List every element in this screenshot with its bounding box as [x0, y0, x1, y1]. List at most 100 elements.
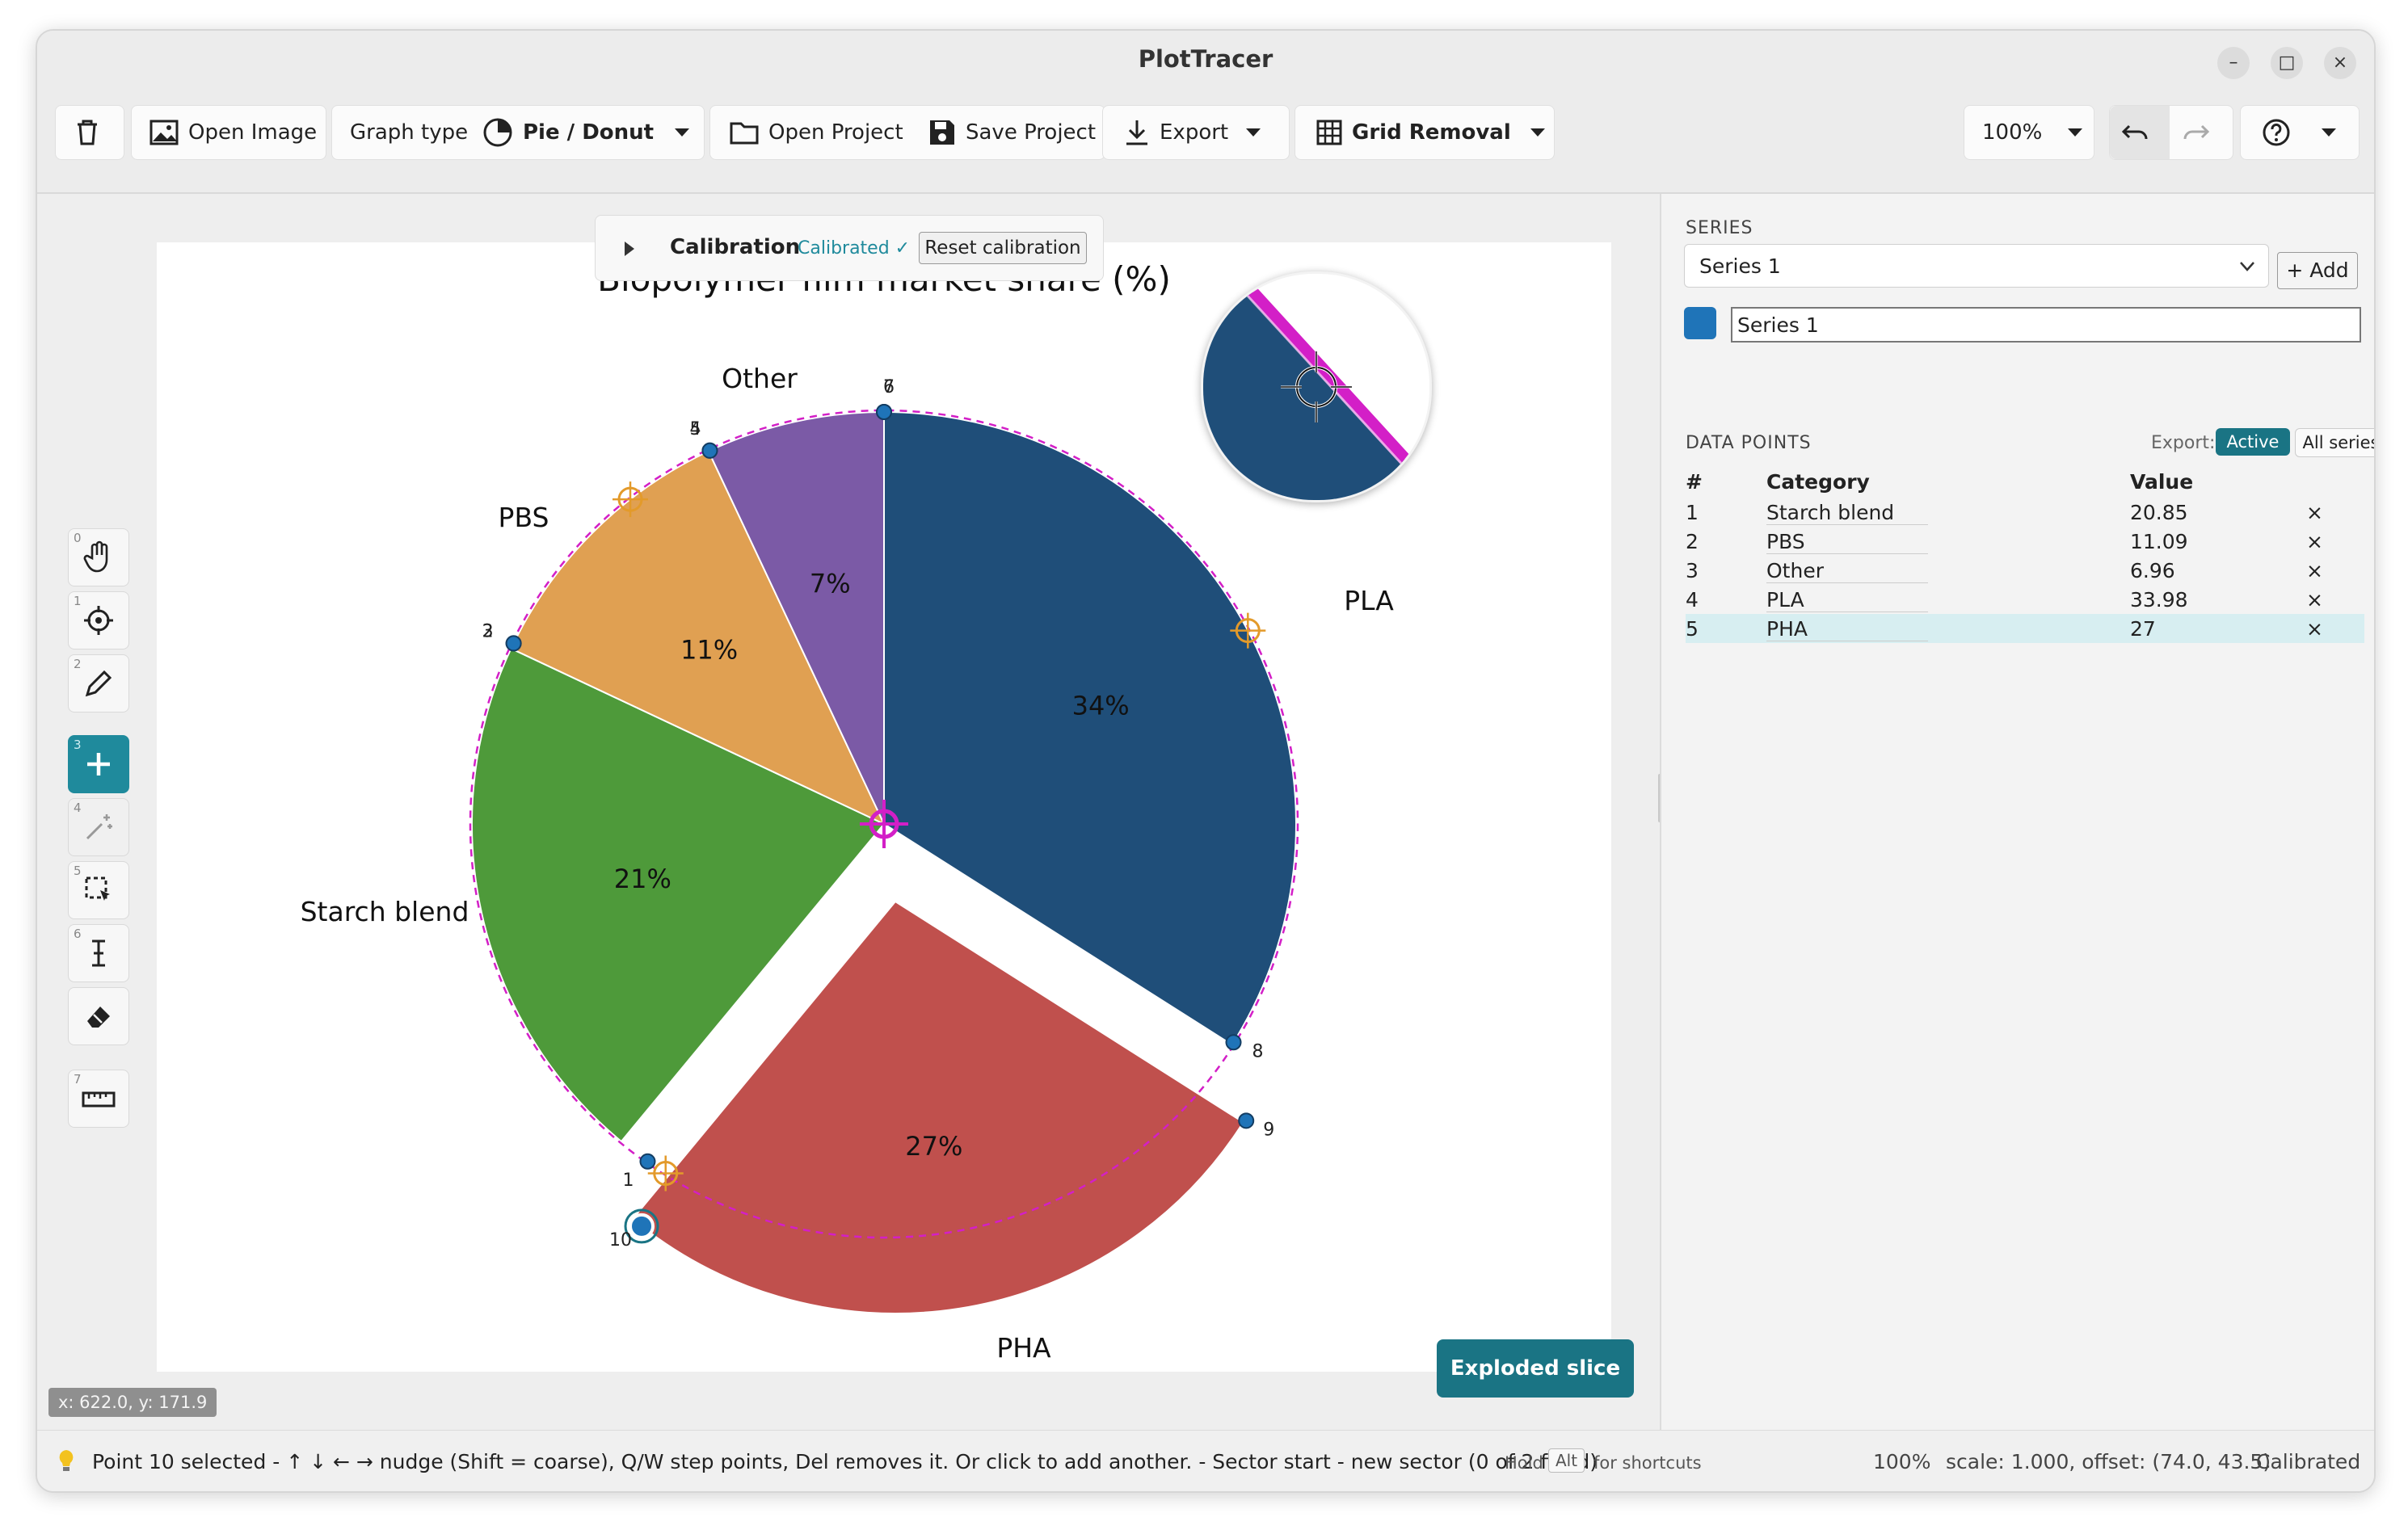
series-color-swatch[interactable]	[1684, 307, 1716, 339]
remove-row-button[interactable]: ×	[2306, 559, 2323, 582]
history-group	[2109, 105, 2233, 160]
minimize-button[interactable]: –	[2217, 47, 2250, 79]
text-cursor-icon	[92, 939, 105, 967]
export-scope-label: Export:	[2151, 433, 2216, 453]
pie-slice-other[interactable]	[707, 410, 885, 825]
add-series-label: + Add	[2286, 259, 2349, 282]
measure-tool[interactable]: 6	[68, 924, 129, 982]
traced-point[interactable]	[639, 1153, 656, 1170]
pie-chart[interactable]: Biopolymer film market share (%) 34%PLA2…	[157, 242, 1611, 1372]
undo-button[interactable]	[2110, 106, 2170, 159]
export-label: Export	[1160, 120, 1229, 145]
traced-point[interactable]	[505, 635, 522, 652]
status-message: Point 10 selected - ↑ ↓ ← → nudge (Shift…	[92, 1450, 1598, 1473]
point-number-label: 1	[622, 1171, 634, 1191]
app-window: PlotTracer – □ × Open Image Graph type P…	[36, 29, 2376, 1493]
series-select[interactable]: Series 1	[1684, 244, 2269, 288]
point-number-label: 3	[482, 621, 494, 641]
chevron-down-icon	[2322, 128, 2336, 137]
row-value[interactable]: 11.09	[2130, 530, 2188, 553]
open-image-button[interactable]: Open Image	[131, 105, 326, 160]
series-name-value: Series 1	[1737, 313, 1819, 337]
chevron-down-icon	[2068, 128, 2083, 137]
export-all-label: All series	[2302, 433, 2376, 452]
calibration-panel: Calibration Calibrated ✓ Reset calibrati…	[595, 215, 1104, 281]
help-dropdown[interactable]	[2240, 105, 2360, 160]
row-category[interactable]: PHA	[1766, 617, 1928, 641]
canvas-area[interactable]: Biopolymer film market share (%) 34%PLA2…	[37, 194, 1660, 1430]
row-category[interactable]: Other	[1766, 559, 1928, 583]
row-category[interactable]: PLA	[1766, 588, 1928, 612]
close-button[interactable]: ×	[2324, 47, 2356, 79]
reset-calibration-label: Reset calibration	[924, 237, 1081, 259]
remove-row-button[interactable]: ×	[2306, 588, 2323, 612]
tool-shortcut: 4	[74, 801, 82, 815]
save-project-label: Save Project	[966, 120, 1097, 145]
calibrate-tool[interactable]: 1	[68, 591, 129, 649]
draw-tool[interactable]: 2	[68, 654, 129, 712]
maximize-button[interactable]: □	[2271, 47, 2303, 79]
label-anchor-crosshair[interactable]	[1230, 612, 1266, 649]
row-value[interactable]: 6.96	[2130, 559, 2175, 582]
ruler-tool[interactable]: 7	[68, 1070, 129, 1128]
row-category[interactable]: Starch blend	[1766, 501, 1928, 525]
reset-calibration-button[interactable]: Reset calibration	[919, 232, 1087, 264]
clear-button[interactable]	[55, 105, 124, 160]
export-active-toggle[interactable]: Active	[2216, 428, 2290, 456]
chevron-down-icon	[675, 128, 690, 137]
remove-row-button[interactable]: ×	[2306, 617, 2323, 641]
col-category: Category	[1766, 470, 1870, 494]
magic-wand-icon	[86, 814, 112, 840]
add-point-tool[interactable]: 3	[68, 735, 129, 793]
plus-icon	[87, 753, 110, 776]
eraser-tool[interactable]	[68, 987, 129, 1045]
select-tool[interactable]: 5	[68, 861, 129, 919]
remove-row-button[interactable]: ×	[2306, 530, 2323, 553]
open-image-label: Open Image	[188, 120, 318, 145]
selected-point-ring	[624, 1208, 659, 1244]
graph-type-dropdown[interactable]: Pie / Donut	[482, 106, 701, 159]
open-project-button[interactable]: Open Project	[730, 106, 903, 159]
row-value[interactable]: 20.85	[2130, 501, 2188, 524]
download-icon	[1126, 120, 1147, 145]
grid-removal-dropdown[interactable]: Grid Removal	[1295, 105, 1555, 160]
pie-slice-pbs[interactable]	[510, 450, 886, 826]
label-anchor-crosshair[interactable]	[647, 1155, 684, 1192]
row-value[interactable]: 27	[2130, 617, 2156, 641]
redo-button[interactable]	[2171, 106, 2231, 159]
trash-icon	[74, 106, 111, 159]
pie-slice-pla[interactable]	[883, 410, 1297, 1046]
table-row[interactable]: 4 PLA 33.98 ×	[1686, 585, 2364, 614]
traced-point[interactable]	[1225, 1034, 1242, 1051]
exploded-slice-button[interactable]: Exploded slice	[1437, 1339, 1634, 1398]
pan-tool[interactable]: 0	[68, 528, 129, 586]
expand-icon[interactable]	[623, 240, 636, 258]
pie-slice-starch-blend[interactable]	[471, 647, 886, 1143]
table-row[interactable]: 1 Starch blend 20.85 ×	[1686, 498, 2364, 527]
series-header: SERIES	[1686, 218, 1753, 238]
series-name-input[interactable]: Series 1	[1731, 307, 2361, 343]
export-dropdown[interactable]: Export	[1102, 105, 1290, 160]
table-row[interactable]: 2 PBS 11.09 ×	[1686, 527, 2364, 556]
remove-row-button[interactable]: ×	[2306, 501, 2323, 524]
row-category[interactable]: PBS	[1766, 530, 1928, 554]
point-number-label: 7	[883, 377, 895, 397]
traced-point[interactable]	[1238, 1112, 1255, 1129]
table-row[interactable]: 5 PHA 27 ×	[1686, 614, 2364, 643]
zoom-dropdown[interactable]: 100%	[1964, 105, 2094, 160]
pie-slice-pha[interactable]	[631, 900, 1244, 1314]
label-anchor-crosshair[interactable]	[613, 481, 649, 518]
traced-point[interactable]	[629, 1213, 655, 1239]
export-all-toggle[interactable]: All series	[2295, 428, 2376, 457]
traced-point[interactable]	[876, 404, 892, 420]
add-series-button[interactable]: + Add	[2277, 252, 2358, 289]
eraser-icon	[87, 1007, 110, 1028]
table-row[interactable]: 3 Other 6.96 ×	[1686, 556, 2364, 585]
save-project-button[interactable]: Save Project	[928, 106, 1096, 159]
export-active-label: Active	[2226, 432, 2280, 452]
auto-trace-tool[interactable]: 4	[68, 798, 129, 856]
row-value[interactable]: 33.98	[2130, 588, 2188, 612]
row-number: 2	[1686, 530, 1699, 553]
traced-point[interactable]	[701, 442, 718, 459]
status-scale: scale: 1.000, offset: (74.0, 43.5)	[1946, 1450, 2271, 1473]
